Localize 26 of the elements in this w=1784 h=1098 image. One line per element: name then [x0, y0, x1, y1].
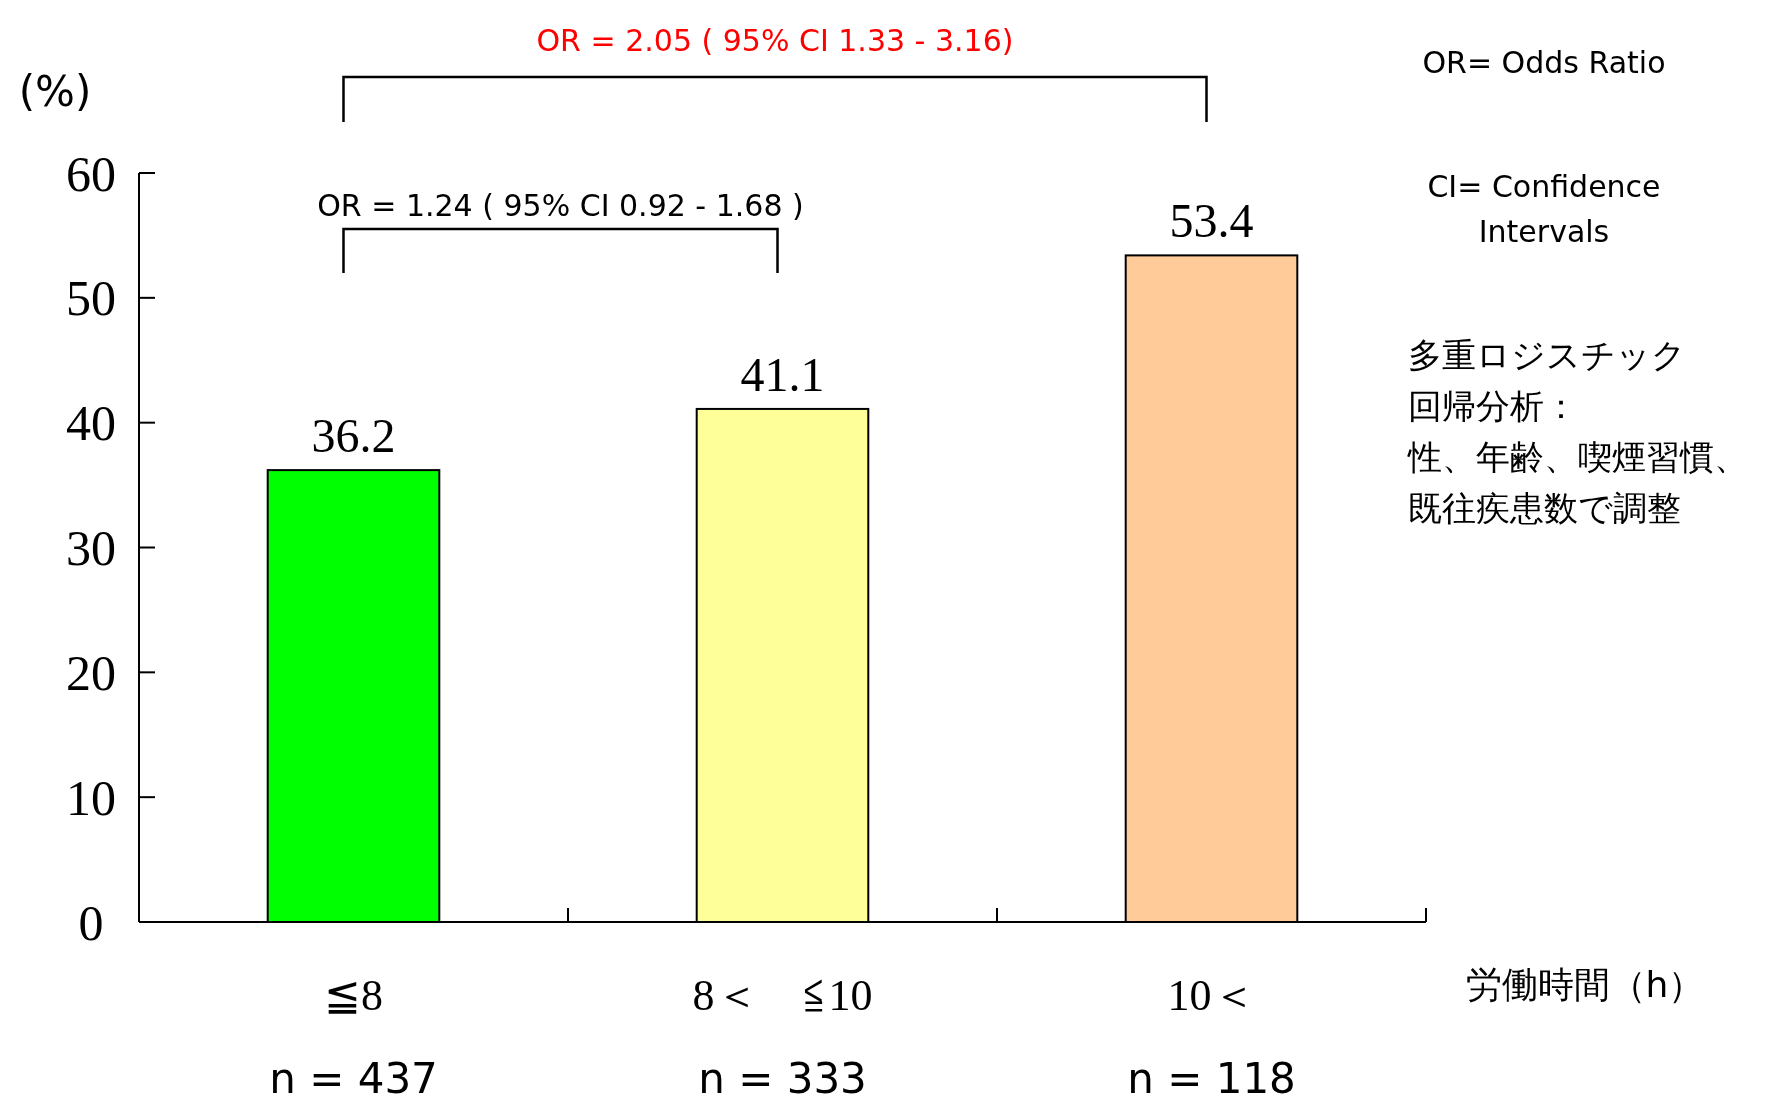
- annotation: 性、年齢、喫煙習慣、: [1407, 436, 1748, 477]
- text: CI= Confidence Intervals: [1427, 168, 1661, 249]
- annotation: 多重ロジスチック: [1408, 334, 1686, 375]
- x-tick-label: 8＜ ≦10: [692, 971, 873, 1020]
- text: n = 333: [698, 1053, 867, 1098]
- annotation: OR = 1.24 ( 95% CI 0.92 - 1.68 ): [317, 187, 804, 223]
- data-label: 36.2: [311, 409, 396, 463]
- text: OR = 2.05 ( 95% CI 1.33 - 3.16): [536, 22, 1014, 58]
- x-tick-label: ≦8: [324, 971, 383, 1020]
- y-tick-label: 50: [66, 270, 116, 327]
- data-label: 41.1: [740, 347, 825, 401]
- y-axis-title: (%): [18, 66, 92, 116]
- annotation: 既往疾患数で調整: [1408, 487, 1681, 528]
- text: OR= Odds Ratio: [1422, 44, 1666, 80]
- y-tick-label: 60: [66, 145, 116, 202]
- y-tick-label: 0: [78, 894, 104, 951]
- x-axis-title: 労働時間（h）: [1465, 963, 1705, 1005]
- annotation: 回帰分析：: [1408, 385, 1578, 426]
- text: n = 437: [269, 1053, 438, 1098]
- y-tick-label: 10: [66, 769, 116, 826]
- y-tick-label: 20: [66, 644, 116, 701]
- data-label: 53.4: [1169, 194, 1254, 248]
- x-tick-label: 10＜: [1167, 971, 1256, 1020]
- y-tick-label: 30: [66, 520, 116, 576]
- y-tick-label: 40: [66, 395, 116, 452]
- text: n = 118: [1127, 1053, 1296, 1098]
